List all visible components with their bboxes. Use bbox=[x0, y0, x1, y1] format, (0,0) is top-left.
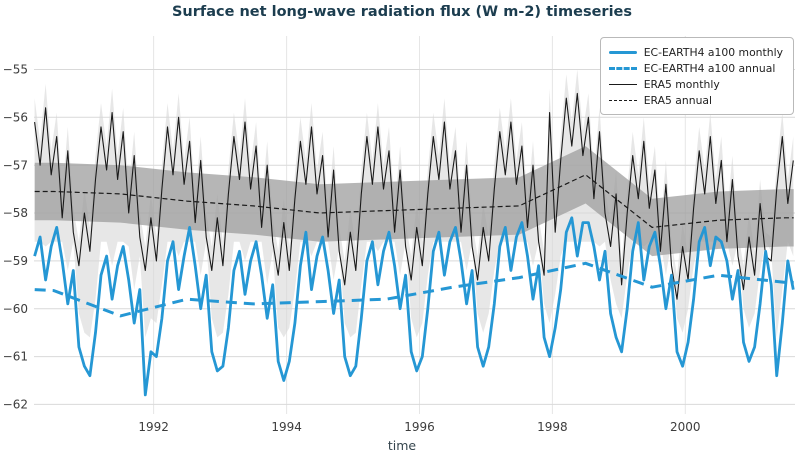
legend-item-era5-monthly: ERA5 monthly bbox=[608, 76, 783, 92]
legend-swatch-ec-monthly bbox=[608, 50, 637, 54]
y-tick-label: −61 bbox=[3, 350, 28, 364]
x-tick-label: 1992 bbox=[138, 420, 169, 434]
series-era5-monthly-line bbox=[34, 92, 794, 300]
chart-title: Surface net long-wave radiation flux (W … bbox=[171, 4, 633, 20]
y-tick-label: −57 bbox=[3, 158, 28, 172]
legend-swatch-era5-annual bbox=[608, 99, 637, 101]
band-dark bbox=[34, 146, 794, 257]
y-tick-label: −62 bbox=[3, 397, 28, 411]
y-tick-label: −59 bbox=[3, 254, 28, 268]
legend-swatch-era5-monthly bbox=[608, 83, 637, 85]
x-tick-label: 1998 bbox=[537, 420, 568, 434]
legend-label: EC-EARTH4 a100 monthly bbox=[643, 45, 783, 59]
band-light bbox=[34, 69, 794, 338]
y-tick-label: −56 bbox=[3, 110, 28, 124]
legend-item-era5-annual: ERA5 annual bbox=[608, 92, 783, 108]
series-ec-earth4-monthly-line bbox=[33, 216, 795, 397]
legend: EC-EARTH4 a100 monthly EC-EARTH4 a100 an… bbox=[599, 37, 794, 115]
y-tick-label: −58 bbox=[3, 206, 28, 220]
x-tick-label: 2000 bbox=[670, 420, 701, 434]
x-tick-label: 1994 bbox=[271, 420, 302, 434]
x-axis-label: time bbox=[387, 438, 417, 453]
legend-swatch-ec-annual bbox=[608, 66, 637, 70]
series-era5-annual-line bbox=[34, 174, 794, 228]
y-tick-label: −60 bbox=[3, 302, 28, 316]
legend-item-ec-annual: EC-EARTH4 a100 annual bbox=[608, 60, 783, 76]
x-tick-label: 1996 bbox=[404, 420, 435, 434]
legend-item-ec-monthly: EC-EARTH4 a100 monthly bbox=[608, 44, 783, 60]
legend-label: EC-EARTH4 a100 annual bbox=[643, 61, 776, 75]
legend-label: ERA5 annual bbox=[643, 93, 713, 107]
series-ec-earth4-annual-line bbox=[34, 261, 794, 318]
y-tick-label: −55 bbox=[3, 63, 28, 77]
legend-label: ERA5 monthly bbox=[643, 77, 720, 91]
